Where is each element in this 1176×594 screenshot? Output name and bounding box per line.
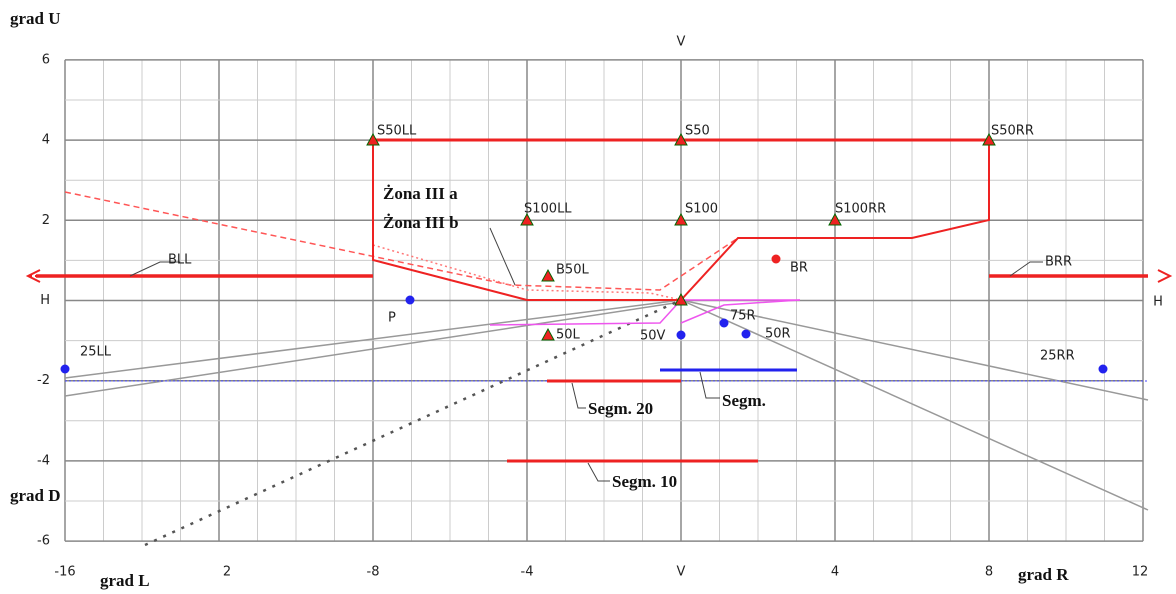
y-tick-label: 4 (42, 133, 50, 148)
y-tick-label: 2 (42, 213, 50, 228)
x-tick-label: 12 (1132, 565, 1149, 580)
y-tick-label: -6 (37, 534, 50, 549)
x-tick-label: -16 (54, 565, 75, 580)
line-label: BLL (168, 253, 192, 268)
point-label: 75R (730, 309, 756, 324)
blue-dot (1098, 364, 1108, 374)
axis-label: H (1153, 295, 1163, 310)
y-tick-label: -2 (37, 373, 50, 388)
zone-label: Żona III b (383, 213, 459, 232)
blue-dot (405, 295, 415, 305)
blue-dot (676, 330, 686, 340)
point-label: S50 (685, 124, 710, 139)
point-label: S50LL (377, 124, 417, 139)
x-tick-label: V (677, 565, 686, 580)
segment-label: Segm. 20 (588, 399, 653, 418)
point-label: 50L (556, 328, 581, 343)
segment-label: Segm. (722, 391, 766, 410)
y-tick-label: H (40, 293, 50, 308)
point-label: S50RR (991, 124, 1034, 139)
triangle-marker (674, 132, 688, 146)
zone-boundary (372, 140, 990, 301)
triangle-marker (828, 212, 842, 226)
x-tick-label: 8 (985, 565, 993, 580)
triangle-marker (366, 132, 380, 146)
point-label: BR (790, 261, 808, 276)
leader-line (1009, 261, 1043, 277)
triangle-marker (674, 292, 688, 306)
leader-line (571, 382, 586, 409)
segment-label: Segm. 10 (612, 472, 677, 491)
x-tick-label: -8 (367, 565, 380, 580)
cutoff-line (680, 299, 1149, 401)
y-tick-label: -4 (37, 453, 50, 468)
axis-label: V (677, 35, 686, 50)
x-tick-label: 2 (223, 565, 231, 580)
point-label: S100RR (835, 202, 886, 217)
leader-line (129, 261, 180, 277)
point-label: 50V (640, 329, 666, 344)
point-label: S100LL (524, 202, 572, 217)
triangle-marker (674, 212, 688, 226)
leader-line (699, 371, 720, 399)
axis-label: grad U (10, 9, 61, 28)
pink-line (680, 299, 801, 324)
point-label: 25RR (1040, 349, 1075, 364)
cutoff-line (64, 301, 682, 397)
axis-label: grad R (1018, 565, 1069, 584)
blue-dot (719, 318, 729, 328)
pink-line (489, 299, 682, 326)
triangle-marker (520, 212, 534, 226)
blue-dot (60, 364, 70, 374)
dotted-line (144, 298, 682, 547)
zone-label: Żona III a (383, 184, 458, 203)
y-tick-label: 6 (42, 52, 50, 67)
red-dot (771, 254, 781, 264)
point-label: S100 (685, 202, 718, 217)
point-label: P (388, 311, 396, 326)
x-tick-label: 4 (831, 565, 839, 580)
arrow (1157, 269, 1173, 283)
zone-b-line (372, 244, 682, 301)
axis-label: grad L (100, 571, 150, 590)
line-label: BRR (1045, 255, 1072, 270)
axis-label: grad D (10, 486, 61, 505)
point-label: 25LL (80, 345, 112, 360)
triangle-marker (541, 327, 555, 341)
leader-line (587, 462, 610, 482)
cutoff-line (64, 299, 682, 379)
point-label: 50R (765, 327, 791, 342)
zone-a-line (64, 191, 739, 291)
x-tick-label: -4 (521, 565, 534, 580)
triangle-marker (982, 132, 996, 146)
blue-dot (741, 329, 751, 339)
triangle-marker (541, 268, 555, 282)
leader-line (489, 227, 516, 286)
cutoff-line (680, 299, 1149, 511)
point-label: B50L (556, 263, 589, 278)
